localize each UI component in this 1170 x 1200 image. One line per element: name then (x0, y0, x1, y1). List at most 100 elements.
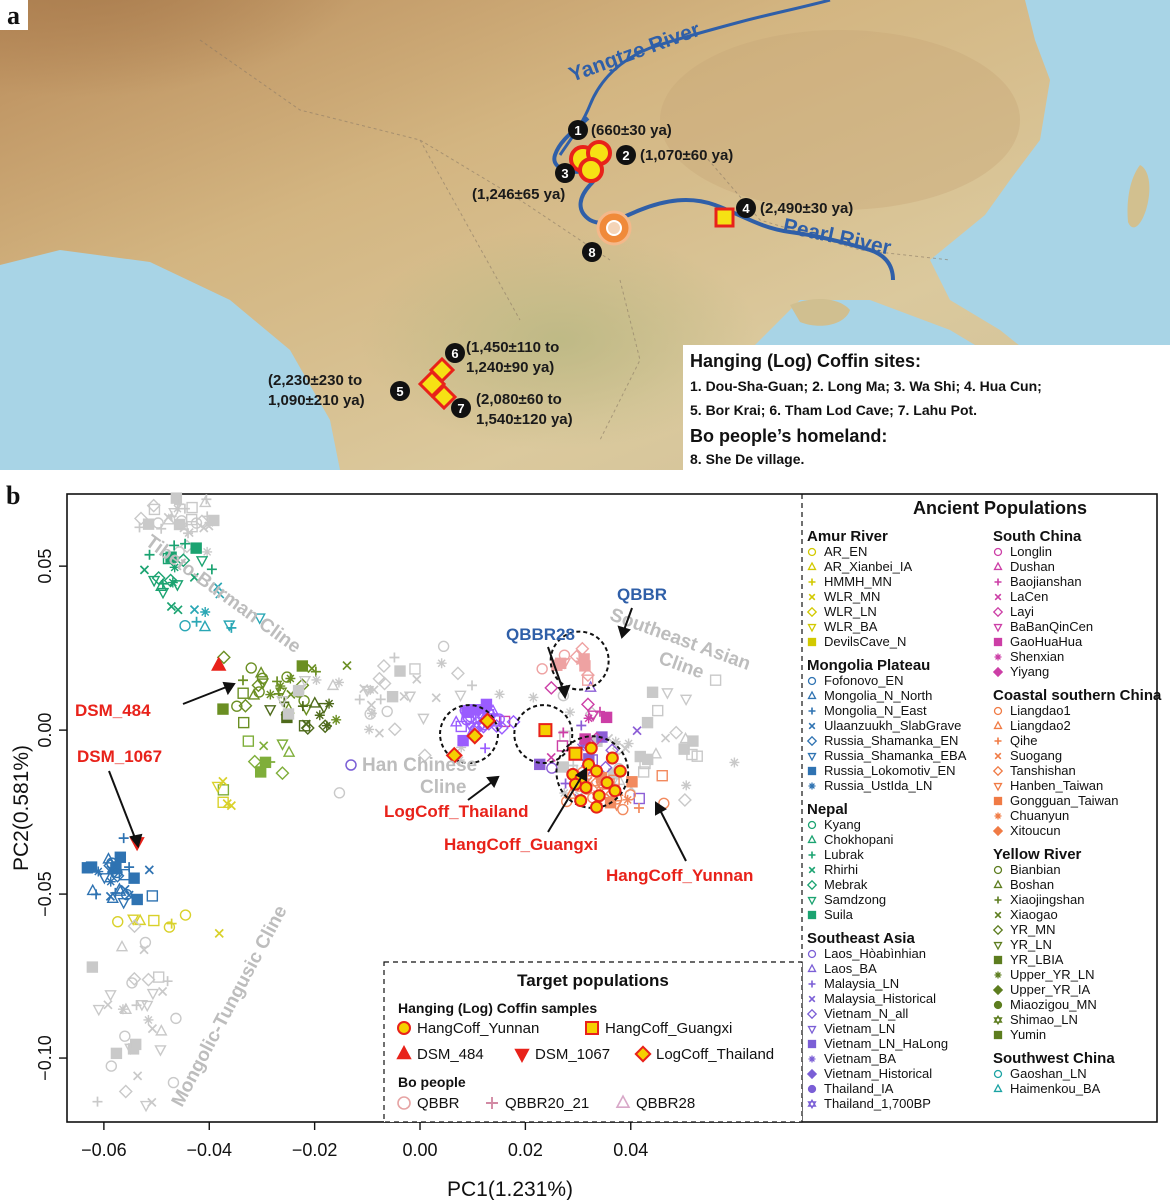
legend-item-label: YR_LBIA (1010, 952, 1064, 967)
target-legend-items: HangCoff_Yunnan HangCoff_Guangxi DSM_484 DS… (396, 1020, 774, 1064)
legend-marker (807, 963, 817, 973)
bg-point (147, 1024, 158, 1034)
bg-point (576, 720, 587, 731)
target-point (600, 776, 614, 790)
legend-item-label: Qihe (1010, 733, 1037, 748)
bg-point (195, 556, 209, 568)
bg-point (409, 663, 421, 675)
bg-point (112, 915, 124, 928)
x-tick-label: −0.02 (292, 1140, 338, 1160)
legend-marker (993, 706, 1003, 716)
bg-point (324, 698, 335, 709)
bg-point (276, 739, 289, 751)
target-point (584, 741, 598, 755)
legend-item-label: BaBanQinCen (1010, 619, 1093, 634)
legend-group-header: Southwest China (993, 1050, 1115, 1067)
target-legend-label: LogCoff_Thailand (656, 1046, 774, 1063)
bg-point (317, 702, 331, 715)
legend-item-label: Malaysia_Historical (824, 991, 936, 1006)
site-badges: 1 2 3 4 5 6 7 8 (390, 120, 756, 418)
bg-point (455, 720, 467, 733)
legend-item-label: Layi (1010, 604, 1034, 619)
legend-marker (993, 941, 1003, 951)
bg-point (129, 1038, 142, 1051)
legend-group-header: South China (993, 528, 1082, 545)
x-tick-label: −0.06 (81, 1140, 127, 1160)
legend-marker (994, 752, 1002, 760)
annotation-qbbr: QBBR (617, 585, 667, 604)
bg-point (103, 1000, 113, 1010)
bg-point (124, 862, 135, 873)
bg-point (354, 694, 365, 705)
bg-point (649, 747, 663, 759)
bg-point (170, 492, 183, 504)
bg-point (163, 573, 178, 588)
legend-marker (993, 796, 1003, 806)
bg-point (189, 605, 200, 615)
legend-marker (807, 547, 817, 557)
bg-point (417, 748, 432, 763)
legend-marker (806, 606, 818, 618)
ancient-legend-title: Ancient Populations (913, 498, 1087, 518)
legend-group-header: Southeast Asia (807, 930, 915, 947)
legend-group-header: Nepal (807, 801, 848, 818)
target-point (590, 800, 604, 814)
annotation-dsm-1067: DSM_1067 (77, 747, 162, 766)
bg-point (103, 858, 118, 873)
legend-marker (993, 561, 1003, 571)
cluster-nepal-green (139, 538, 217, 615)
bg-point (142, 518, 155, 530)
cluster-qbbr28-violet (449, 698, 521, 754)
bg-point (307, 663, 317, 674)
map-legend: Hanging (Log) Coffin sites: 1. Dou-Sha-G… (690, 351, 1042, 467)
x-tick-label: 0.00 (402, 1140, 437, 1160)
legend-marker (993, 782, 1003, 792)
bg-point (169, 562, 180, 573)
bg-point (139, 945, 149, 955)
site-marker-4 (714, 207, 735, 228)
bg-point (92, 1096, 103, 1107)
bg-point (583, 713, 594, 724)
bg-point (457, 734, 469, 747)
legend-marker (806, 879, 818, 891)
legend-marker (806, 735, 818, 747)
bg-point (558, 727, 569, 738)
bg-point (238, 716, 250, 729)
legend-group-header: Coastal southern China (993, 687, 1162, 704)
bg-point (364, 708, 376, 720)
bg-point (254, 666, 268, 678)
annotation-logcoff-thailand: LogCoff_Thailand (384, 802, 528, 821)
cluster-yellow-river-mid (217, 735, 296, 796)
legend-item-label: Thailand_IA (824, 1081, 894, 1096)
site-markers (417, 140, 735, 411)
bg-point (389, 652, 400, 663)
bg-point (189, 572, 199, 582)
legend-marker (808, 782, 816, 790)
x-tick-label: 0.04 (613, 1140, 648, 1160)
target-legend: Target populations Hanging (Log) Coffin … (396, 971, 774, 1112)
bg-point (91, 889, 102, 900)
bg-point (152, 971, 165, 983)
legend-marker (993, 1000, 1003, 1010)
bg-point (259, 741, 269, 751)
highlight-circle (439, 704, 499, 765)
bg-point (669, 725, 684, 740)
bg-point (191, 616, 202, 627)
site-num-8: 8 (588, 245, 595, 260)
series-hangcoff-guangxi (538, 723, 583, 761)
legend-item-label: Malaysia_LN (824, 976, 899, 991)
legend-marker (808, 707, 816, 715)
site-date-5-line2: 1,090±210 ya) (268, 392, 365, 409)
bg-point (119, 1030, 131, 1042)
legend-item-label: GaoHuaHua (1010, 634, 1083, 649)
bg-point (377, 676, 392, 691)
arrow-qbbr (623, 607, 633, 631)
legend-group-header: Yellow River (993, 846, 1082, 863)
bg-point (202, 546, 213, 557)
legend-item-label: Kyang (824, 817, 861, 832)
bg-point (275, 681, 286, 692)
site-dates: (660±30 ya) (1,070±60 ya) (1,246±65 ya) … (268, 122, 853, 428)
bg-point (494, 720, 509, 735)
legend-marker (807, 623, 817, 633)
bg-point (86, 961, 99, 973)
